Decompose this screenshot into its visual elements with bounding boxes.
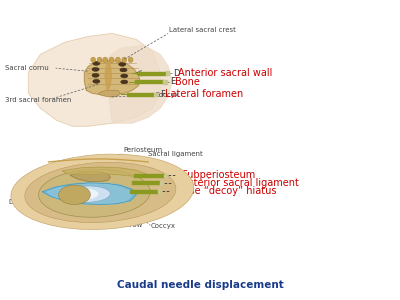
Polygon shape (46, 184, 132, 203)
Text: Dural sheath: Dural sheath (9, 199, 54, 205)
Ellipse shape (119, 62, 126, 66)
Ellipse shape (11, 154, 194, 230)
Text: Coccyx: Coccyx (155, 92, 180, 98)
Polygon shape (104, 46, 172, 123)
Polygon shape (98, 90, 120, 97)
Polygon shape (28, 34, 160, 126)
Text: C: C (172, 178, 178, 187)
Ellipse shape (103, 57, 108, 62)
Ellipse shape (91, 57, 96, 62)
Ellipse shape (93, 61, 100, 65)
Ellipse shape (120, 68, 127, 72)
Text: E: E (170, 77, 175, 86)
Text: F: F (160, 90, 165, 99)
Ellipse shape (122, 57, 127, 62)
Text: Anterior sacral wall: Anterior sacral wall (178, 68, 272, 78)
Ellipse shape (93, 80, 100, 83)
Polygon shape (84, 60, 140, 95)
Ellipse shape (121, 74, 128, 78)
Ellipse shape (92, 68, 99, 71)
Text: Periosteum: Periosteum (123, 147, 162, 153)
Ellipse shape (58, 185, 90, 205)
Text: Sacral marrow: Sacral marrow (92, 222, 143, 228)
Text: False “decoy” hiatus: False “decoy” hiatus (176, 186, 276, 196)
Text: Posterior sacral ligament: Posterior sacral ligament (177, 178, 299, 188)
Text: Sacral canal: Sacral canal (52, 218, 94, 224)
Text: Sacral cornu: Sacral cornu (5, 65, 48, 71)
Text: 3rd sacral foramen: 3rd sacral foramen (5, 97, 71, 103)
Polygon shape (105, 61, 112, 92)
Text: Sacral ligament: Sacral ligament (148, 151, 203, 157)
Ellipse shape (97, 57, 102, 62)
Ellipse shape (25, 162, 176, 223)
Text: A: A (176, 171, 182, 180)
Ellipse shape (116, 57, 120, 62)
Text: Coccyx: Coccyx (151, 224, 176, 230)
Text: D: D (173, 69, 179, 78)
Ellipse shape (66, 188, 98, 200)
Ellipse shape (128, 57, 133, 62)
Text: Lateral foramen: Lateral foramen (165, 89, 244, 100)
Polygon shape (70, 172, 110, 182)
Polygon shape (62, 167, 146, 178)
Ellipse shape (109, 57, 114, 62)
Polygon shape (42, 183, 136, 204)
Text: Caudal needle displacement: Caudal needle displacement (117, 280, 283, 290)
Ellipse shape (62, 186, 110, 202)
Ellipse shape (121, 80, 128, 84)
Ellipse shape (92, 74, 99, 77)
Text: Bone: Bone (175, 77, 200, 87)
Text: B: B (171, 187, 177, 196)
Text: Subperiosteum: Subperiosteum (181, 170, 256, 180)
Ellipse shape (39, 169, 150, 217)
Text: Lateral sacral crest: Lateral sacral crest (169, 27, 236, 33)
